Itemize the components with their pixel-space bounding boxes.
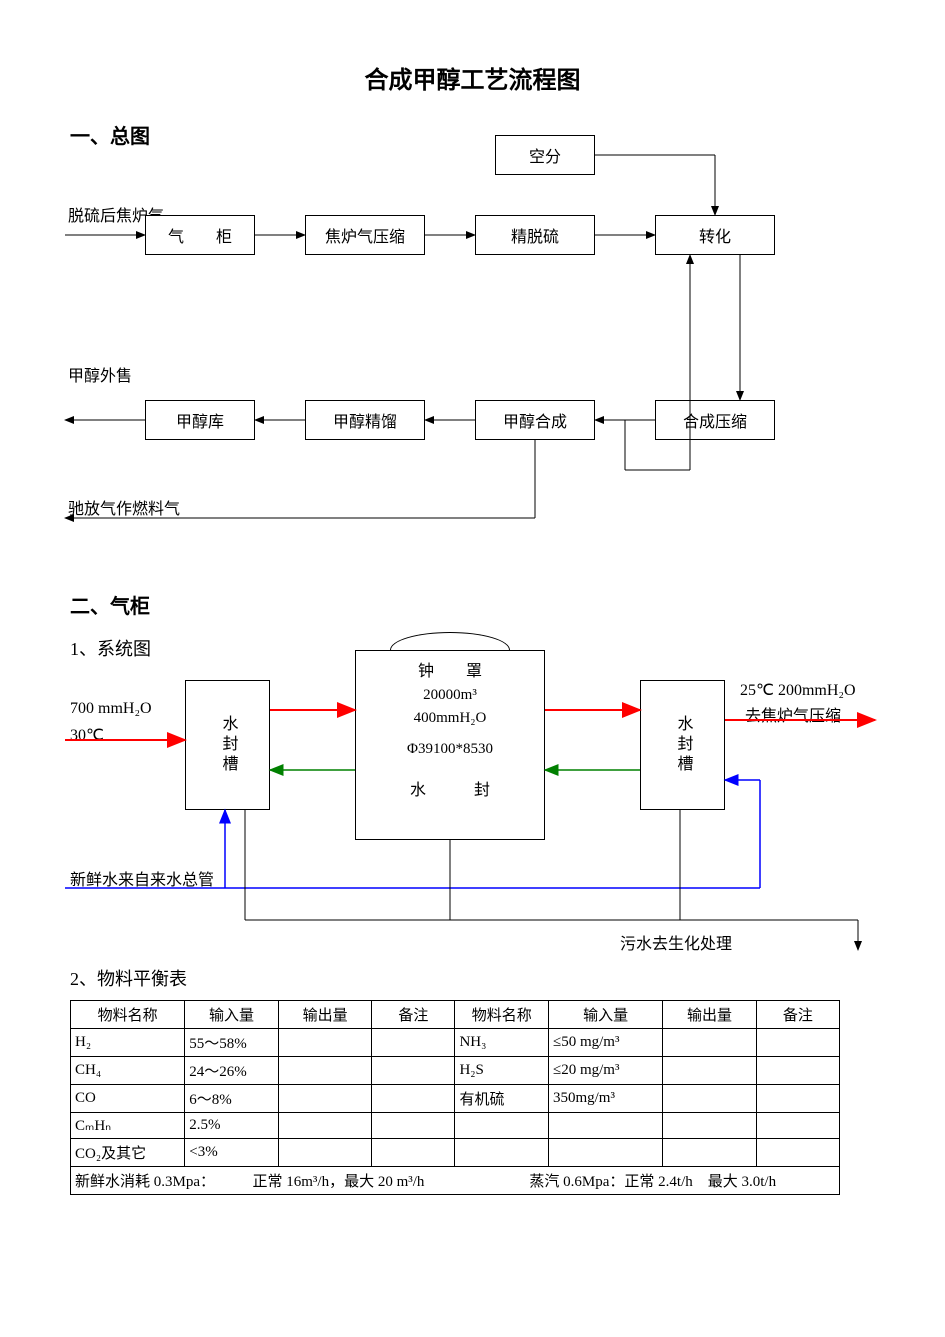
table-cell <box>548 1139 662 1167</box>
section2-heading: 二、气柜 <box>70 590 150 619</box>
table-cell: <3% <box>185 1139 279 1167</box>
table-cell <box>663 1139 757 1167</box>
material-balance-table: 物料名称输入量输出量备注物料名称输入量输出量备注H₂55～58%NH₃≤50 m… <box>70 1000 840 1195</box>
bell-label: 钟 罩 <box>418 657 482 681</box>
table-cell: NH₃ <box>455 1029 549 1057</box>
table-header-cell: 输入量 <box>185 1001 279 1029</box>
table-cell: 350mg/m³ <box>548 1085 662 1113</box>
box-bell-tank: 钟 罩 20000m³ 400mmH₂O Φ39100*8530 水 封 <box>355 650 545 840</box>
table-header-cell: 备注 <box>756 1001 839 1029</box>
table-cell <box>663 1057 757 1085</box>
section2-sub2: 2、物料平衡表 <box>70 965 187 991</box>
table-cell: 55～58% <box>185 1029 279 1057</box>
table-cell <box>278 1139 372 1167</box>
label-methanol-sale: 甲醇外售 <box>68 362 132 386</box>
table-cell <box>455 1139 549 1167</box>
label-right-cond1: 25℃ 200mmH₂O <box>740 680 856 700</box>
table-cell <box>548 1113 662 1139</box>
table-cell <box>372 1113 455 1139</box>
table-cell: ≤50 mg/m³ <box>548 1029 662 1057</box>
table-cell: 6～8% <box>185 1085 279 1113</box>
table-cell: H₂S <box>455 1057 549 1085</box>
table-cell <box>756 1057 839 1085</box>
table-cell <box>663 1113 757 1139</box>
water-seal-tank-right-label: 水封槽 <box>671 715 695 775</box>
label-right-cond2: 去焦炉气压缩 <box>745 702 841 726</box>
table-cell: 有机硫 <box>455 1085 549 1113</box>
table-cell <box>455 1113 549 1139</box>
box-fine-desulfurization: 精脱硫 <box>475 215 595 255</box>
table-header-cell: 备注 <box>372 1001 455 1029</box>
label-left-cond1: 700 mmH₂O <box>70 700 152 718</box>
box-gas-holder: 气 柜 <box>145 215 255 255</box>
table-cell <box>663 1085 757 1113</box>
table-cell: H₂ <box>71 1029 185 1057</box>
water-seal-label: 水 封 <box>410 776 490 800</box>
box-synthesis-compression: 合成压缩 <box>655 400 775 440</box>
table-cell <box>756 1085 839 1113</box>
table-header-cell: 输出量 <box>663 1001 757 1029</box>
table-cell: 24～26% <box>185 1057 279 1085</box>
box-methanol-storage: 甲醇库 <box>145 400 255 440</box>
table-cell <box>372 1085 455 1113</box>
table-header-cell: 输入量 <box>548 1001 662 1029</box>
table-cell: 2.5% <box>185 1113 279 1139</box>
table-cell <box>756 1139 839 1167</box>
table-cell <box>278 1113 372 1139</box>
table-header-cell: 输出量 <box>278 1001 372 1029</box>
label-fresh-water: 新鲜水来自来水总管 <box>70 866 214 890</box>
box-water-seal-tank-left: 水封槽 <box>185 680 270 810</box>
table-cell <box>278 1085 372 1113</box>
table-header-cell: 物料名称 <box>455 1001 549 1029</box>
table-cell: ≤20 mg/m³ <box>548 1057 662 1085</box>
box-water-seal-tank-right: 水封槽 <box>640 680 725 810</box>
page-title: 合成甲醇工艺流程图 <box>0 0 945 105</box>
table-cell <box>278 1029 372 1057</box>
bell-spec2: 400mmH₂O <box>414 710 487 727</box>
table-footer-cell: 新鲜水消耗 0.3Mpa： 正常 16m³/h，最大 20 m³/h 蒸汽 0.… <box>71 1167 840 1195</box>
table-cell: CO <box>71 1085 185 1113</box>
table-cell <box>278 1057 372 1085</box>
table-cell <box>372 1139 455 1167</box>
box-air-separation: 空分 <box>495 135 595 175</box>
table-cell <box>663 1029 757 1057</box>
table-cell <box>372 1057 455 1085</box>
box-coke-gas-compression: 焦炉气压缩 <box>305 215 425 255</box>
bell-cap <box>390 632 510 650</box>
bell-spec1: 20000m³ <box>423 687 477 704</box>
label-left-cond2: 30℃ <box>70 725 104 745</box>
label-purge-gas: 驰放气作燃料气 <box>68 495 180 519</box>
section2-sub1: 1、系统图 <box>70 635 151 661</box>
water-seal-tank-left-label: 水封槽 <box>216 715 240 775</box>
label-wastewater: 污水去生化处理 <box>620 930 732 954</box>
box-methanol-synthesis: 甲醇合成 <box>475 400 595 440</box>
table-cell: CO₂及其它 <box>71 1139 185 1167</box>
box-conversion: 转化 <box>655 215 775 255</box>
table-cell: CH₄ <box>71 1057 185 1085</box>
bell-spec3: Φ39100*8530 <box>407 741 493 758</box>
table-cell: CₘHₙ <box>71 1113 185 1139</box>
table-header-cell: 物料名称 <box>71 1001 185 1029</box>
table-cell <box>756 1113 839 1139</box>
page-container: 合成甲醇工艺流程图 一、总图 空分 脱硫后焦炉气 气 柜 焦炉气压缩 精脱硫 转… <box>0 0 945 1337</box>
section1-heading: 一、总图 <box>70 120 150 149</box>
box-methanol-distillation: 甲醇精馏 <box>305 400 425 440</box>
table-cell <box>372 1029 455 1057</box>
table-cell <box>756 1029 839 1057</box>
